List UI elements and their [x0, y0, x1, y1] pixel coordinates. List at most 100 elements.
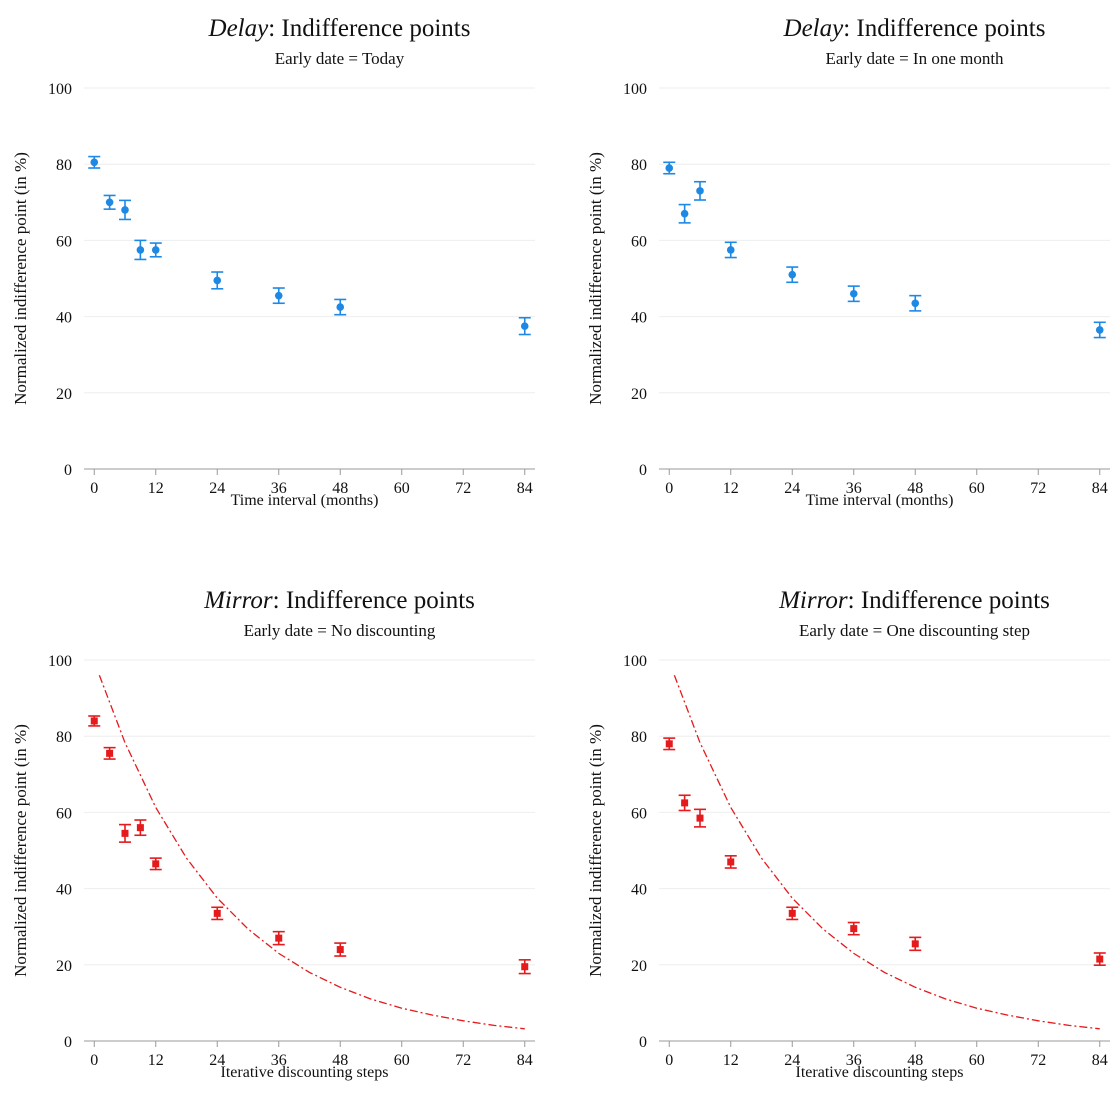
x-axis-label: Time interval (months) — [231, 492, 379, 509]
chart-title: Mirror: Indifference points — [203, 587, 475, 614]
y-tick-label: 40 — [631, 310, 647, 327]
chart-title: Mirror: Indifference points — [778, 587, 1050, 614]
point — [336, 303, 345, 311]
x-tick-label: 60 — [394, 1052, 410, 1069]
x-axis-label: Iterative discounting steps — [796, 1064, 964, 1081]
point — [151, 246, 160, 254]
y-tick-label: 0 — [639, 462, 647, 479]
point — [336, 946, 344, 954]
point — [520, 322, 529, 330]
x-tick-label: 84 — [1092, 480, 1108, 497]
point — [105, 198, 114, 207]
x-tick-label: 0 — [90, 480, 98, 497]
y-tick-label: 100 — [48, 81, 72, 98]
point — [788, 270, 797, 279]
y-tick-label: 60 — [631, 233, 647, 250]
x-tick-label: 72 — [455, 1052, 471, 1069]
point — [1096, 955, 1104, 963]
chart-title: Delay: Indifference points — [208, 15, 471, 42]
point — [680, 209, 689, 218]
panel: Delay: Indifference points Early date = T… — [11, 15, 535, 509]
y-tick-label: 20 — [56, 958, 72, 975]
point — [911, 299, 920, 308]
panel: Mirror: Indifference points Early date = … — [11, 587, 535, 1081]
y-tick-label: 60 — [56, 805, 72, 822]
y-tick-label: 0 — [64, 1034, 72, 1051]
x-tick-label: 0 — [665, 480, 673, 497]
chart-title-emphasis: Delay — [208, 15, 270, 42]
chart-title: Delay: Indifference points — [783, 15, 1046, 42]
x-tick-label: 12 — [148, 1052, 164, 1069]
chart-subtitle: Early date = Today — [275, 49, 405, 68]
point — [726, 246, 735, 254]
x-tick-label: 72 — [1030, 1052, 1046, 1069]
point — [213, 909, 221, 917]
point — [788, 909, 796, 917]
x-tick-label: 36 — [846, 1052, 862, 1069]
point — [850, 925, 858, 933]
y-tick-label: 80 — [56, 729, 72, 746]
point — [911, 940, 919, 948]
x-axis-label: Time interval (months) — [806, 492, 954, 509]
point — [665, 740, 673, 748]
y-tick-label: 100 — [623, 653, 647, 670]
y-tick-label: 40 — [631, 882, 647, 899]
chart-title-emphasis: Delay — [783, 15, 845, 42]
point — [90, 158, 99, 167]
point — [136, 246, 145, 254]
x-tick-label: 48 — [332, 480, 348, 497]
point — [90, 717, 98, 725]
chart-title-rest: : Indifference points — [848, 587, 1050, 614]
x-tick-label: 72 — [455, 480, 471, 497]
y-tick-label: 20 — [631, 386, 647, 403]
x-tick-label: 24 — [784, 1052, 800, 1069]
curve — [98, 675, 525, 1030]
x-axis-label: Iterative discounting steps — [221, 1064, 389, 1081]
point — [213, 276, 222, 285]
y-axis-label: Normalized indifference point (in %) — [11, 724, 30, 977]
x-tick-label: 12 — [723, 1052, 739, 1069]
point — [849, 289, 858, 298]
x-tick-label: 12 — [723, 480, 739, 497]
y-tick-label: 40 — [56, 882, 72, 899]
x-tick-label: 60 — [969, 480, 985, 497]
x-tick-label: 0 — [665, 1052, 673, 1069]
chart-subtitle: Early date = One discounting step — [799, 621, 1030, 640]
y-tick-label: 60 — [631, 805, 647, 822]
x-tick-label: 84 — [517, 1052, 533, 1069]
point — [121, 206, 129, 214]
point — [136, 824, 144, 832]
y-tick-label: 100 — [623, 81, 647, 98]
x-tick-label: 24 — [784, 480, 800, 497]
panel: Mirror: Indifference points Early date = … — [586, 587, 1110, 1081]
point — [106, 749, 114, 757]
chart-title-rest: : Indifference points — [268, 15, 470, 42]
y-tick-label: 80 — [56, 157, 72, 174]
chart-title-emphasis: Mirror — [203, 587, 273, 614]
curve — [673, 675, 1100, 1030]
y-tick-label: 20 — [56, 386, 72, 403]
x-tick-label: 48 — [907, 480, 923, 497]
point — [681, 799, 689, 807]
point — [274, 291, 283, 300]
chart-title-rest: : Indifference points — [843, 15, 1045, 42]
x-tick-label: 84 — [1092, 1052, 1108, 1069]
panel: Delay: Indifference points Early date = I… — [586, 15, 1110, 509]
y-tick-label: 20 — [631, 958, 647, 975]
x-tick-label: 72 — [1030, 480, 1046, 497]
chart-title-emphasis: Mirror — [778, 587, 848, 614]
y-tick-label: 60 — [56, 233, 72, 250]
chart-subtitle: Early date = In one month — [825, 49, 1004, 68]
y-axis-label: Normalized indifference point (in %) — [586, 152, 605, 405]
chart-title-rest: : Indifference points — [273, 587, 475, 614]
y-tick-label: 80 — [631, 157, 647, 174]
point — [665, 164, 674, 172]
point — [696, 814, 704, 822]
y-tick-label: 0 — [64, 462, 72, 479]
x-tick-label: 24 — [209, 480, 225, 497]
point — [521, 963, 529, 971]
x-tick-label: 60 — [394, 480, 410, 497]
y-tick-label: 80 — [631, 729, 647, 746]
